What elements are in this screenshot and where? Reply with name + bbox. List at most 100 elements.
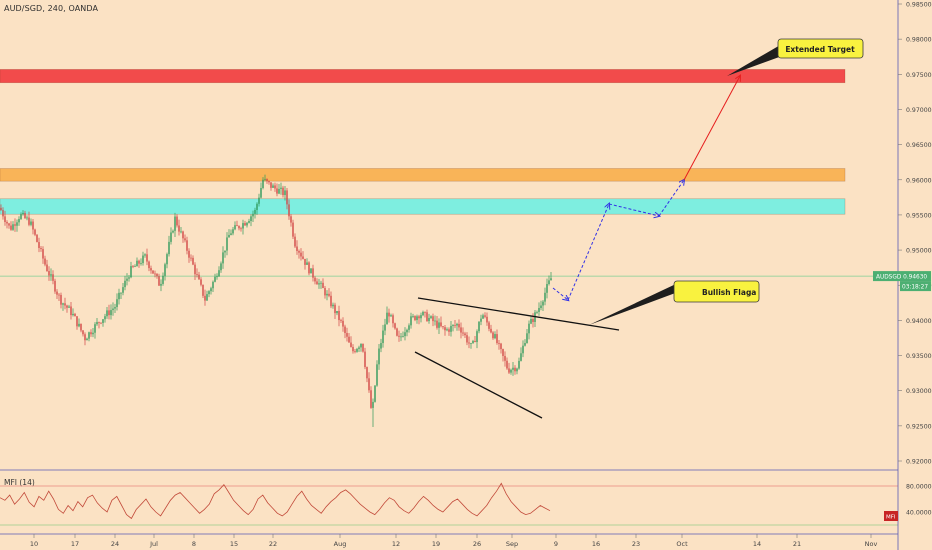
price-axis[interactable]: 0.98500 0.98000 0.97500 0.97000 0.96500 0.960… bbox=[873, 0, 932, 550]
candle-body bbox=[472, 340, 474, 344]
candle-body bbox=[54, 280, 56, 292]
candle-body bbox=[448, 329, 450, 332]
candle-body bbox=[62, 303, 64, 305]
candle-body bbox=[106, 310, 108, 317]
candle-body bbox=[372, 401, 374, 408]
candle-body bbox=[524, 342, 526, 346]
blue-projection-arrow bbox=[552, 287, 568, 300]
candle-body bbox=[454, 324, 456, 326]
candle-body bbox=[112, 308, 114, 311]
candle-body bbox=[24, 212, 26, 219]
candle-body bbox=[282, 187, 284, 196]
candle-body bbox=[440, 322, 442, 327]
candle-body bbox=[346, 333, 348, 337]
candle-body bbox=[120, 292, 122, 294]
candle-body bbox=[124, 280, 126, 288]
candle-body bbox=[224, 250, 226, 253]
candle-body bbox=[290, 216, 292, 223]
candle-body bbox=[242, 223, 244, 229]
candle-body bbox=[296, 246, 298, 251]
candle-body bbox=[550, 278, 552, 281]
drawings[interactable] bbox=[414, 76, 740, 419]
candle-body bbox=[252, 213, 254, 217]
candle-body bbox=[268, 180, 270, 183]
candle-body bbox=[366, 367, 368, 379]
candle-body bbox=[532, 318, 534, 322]
candle-body bbox=[378, 348, 380, 365]
candle-body bbox=[484, 315, 486, 317]
candle-body bbox=[392, 315, 394, 324]
candle-body bbox=[206, 294, 208, 301]
candle-body bbox=[246, 222, 248, 226]
candle-body bbox=[292, 222, 294, 237]
candle-body bbox=[374, 385, 376, 402]
candle-body bbox=[512, 367, 514, 370]
candle-body bbox=[218, 270, 220, 277]
candle-body bbox=[286, 190, 288, 205]
candle-body bbox=[228, 234, 230, 238]
candle-body bbox=[138, 260, 140, 264]
candle-body bbox=[536, 311, 538, 313]
candle-body bbox=[478, 321, 480, 332]
candle-body bbox=[466, 335, 468, 343]
candle-body bbox=[132, 266, 134, 267]
candle-body bbox=[344, 326, 346, 334]
candle-body bbox=[226, 237, 228, 251]
candle-body bbox=[140, 263, 142, 264]
candle-body bbox=[418, 316, 420, 319]
price-tick-label: 0.96500 bbox=[906, 142, 932, 149]
candle-body bbox=[26, 217, 28, 219]
candle-body bbox=[414, 316, 416, 321]
candle-body bbox=[408, 325, 410, 330]
candle-body bbox=[48, 271, 50, 276]
candle-body bbox=[198, 274, 200, 280]
candle-body bbox=[412, 316, 414, 317]
candle-body bbox=[426, 312, 428, 322]
candle-body bbox=[78, 323, 80, 327]
candle-body bbox=[370, 390, 372, 408]
time-tick-label: Nov bbox=[865, 540, 878, 548]
candle-body bbox=[278, 188, 280, 194]
candle-body bbox=[420, 315, 422, 319]
candle-body bbox=[548, 280, 550, 285]
mfi-tag bbox=[884, 511, 898, 521]
time-axis[interactable]: 10 17 24 Jul 8 15 22 Aug 12 19 26 Sep 9 16 23 Oct 14 21 No… bbox=[30, 534, 878, 548]
time-tick-label: 10 bbox=[30, 540, 38, 548]
candle-body bbox=[460, 327, 462, 333]
candle-body bbox=[322, 282, 324, 289]
candle-body bbox=[482, 315, 484, 319]
candle-body bbox=[208, 291, 210, 295]
flag-lower-trendline bbox=[414, 351, 543, 419]
candle-body bbox=[428, 317, 430, 322]
candle-body bbox=[18, 218, 20, 223]
candle-body bbox=[530, 318, 532, 324]
price-tag-label: AUDSGD 0.94630 bbox=[876, 275, 927, 281]
candle-body bbox=[114, 307, 116, 309]
candle-body bbox=[464, 333, 466, 336]
time-tick-label: Sep bbox=[506, 540, 518, 548]
candle-body bbox=[274, 185, 276, 189]
candle-body bbox=[436, 320, 438, 328]
candle-body bbox=[192, 257, 194, 265]
candle-body bbox=[510, 369, 512, 373]
candle-body bbox=[304, 258, 306, 265]
candle-body bbox=[476, 331, 478, 343]
candle-body bbox=[100, 322, 102, 324]
candle-body bbox=[96, 322, 98, 325]
blue-projection-arrow bbox=[658, 180, 684, 217]
candle-body bbox=[196, 274, 198, 275]
candle-body bbox=[284, 190, 286, 196]
candle-body bbox=[64, 303, 66, 306]
countdown-label: 03:18:27 bbox=[902, 285, 928, 291]
flag-upper-trendline bbox=[417, 297, 620, 331]
candle-body bbox=[136, 260, 138, 267]
candle-body bbox=[76, 316, 78, 327]
time-tick-label: 14 bbox=[753, 540, 761, 548]
candle-body bbox=[90, 332, 92, 335]
candle-body bbox=[70, 306, 72, 316]
candle-body bbox=[298, 250, 300, 253]
bullish-flag-box bbox=[673, 280, 760, 303]
candle-body bbox=[444, 327, 446, 331]
